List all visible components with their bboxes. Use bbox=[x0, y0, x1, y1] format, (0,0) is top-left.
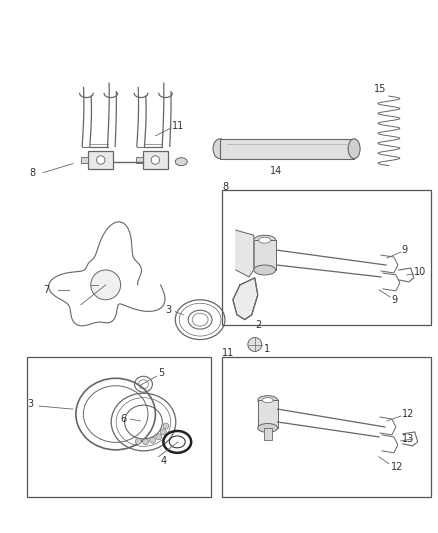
Ellipse shape bbox=[259, 237, 271, 243]
Polygon shape bbox=[233, 278, 258, 320]
Text: 8: 8 bbox=[29, 167, 35, 177]
Text: 1: 1 bbox=[264, 344, 270, 354]
Circle shape bbox=[96, 156, 105, 164]
Text: 5: 5 bbox=[159, 368, 165, 378]
Bar bbox=[254, 240, 276, 270]
Text: 14: 14 bbox=[270, 166, 282, 175]
Ellipse shape bbox=[348, 139, 360, 159]
Bar bbox=[264, 428, 272, 440]
Text: 13: 13 bbox=[402, 434, 414, 444]
Text: 11: 11 bbox=[172, 121, 184, 131]
Circle shape bbox=[248, 337, 262, 351]
Text: 7: 7 bbox=[43, 285, 49, 295]
Ellipse shape bbox=[262, 398, 273, 402]
Circle shape bbox=[151, 156, 159, 164]
Polygon shape bbox=[236, 230, 254, 277]
Text: 8: 8 bbox=[222, 182, 228, 191]
Ellipse shape bbox=[213, 139, 227, 159]
Text: 4: 4 bbox=[160, 456, 166, 466]
Circle shape bbox=[160, 429, 166, 435]
Text: 12: 12 bbox=[402, 409, 414, 419]
Circle shape bbox=[156, 434, 162, 440]
Bar bbox=[81, 157, 88, 163]
Circle shape bbox=[150, 437, 155, 443]
Text: 2: 2 bbox=[255, 320, 261, 329]
Bar bbox=[222, 358, 431, 497]
Circle shape bbox=[143, 439, 148, 445]
Circle shape bbox=[163, 423, 169, 429]
Bar bbox=[88, 151, 113, 169]
Text: 12: 12 bbox=[391, 462, 403, 472]
Ellipse shape bbox=[254, 265, 276, 275]
Ellipse shape bbox=[258, 424, 278, 432]
Text: 3: 3 bbox=[27, 399, 33, 409]
Bar bbox=[258, 400, 278, 428]
Circle shape bbox=[91, 270, 120, 300]
Text: 6: 6 bbox=[120, 414, 127, 424]
Text: 9: 9 bbox=[402, 245, 408, 255]
Bar bbox=[222, 190, 431, 325]
Ellipse shape bbox=[175, 158, 187, 166]
Bar bbox=[136, 157, 143, 163]
Text: 9: 9 bbox=[391, 295, 397, 305]
Bar bbox=[27, 358, 211, 497]
Text: 3: 3 bbox=[165, 305, 171, 314]
Bar bbox=[143, 151, 168, 169]
Ellipse shape bbox=[170, 436, 185, 448]
Ellipse shape bbox=[258, 395, 278, 405]
Ellipse shape bbox=[254, 235, 276, 245]
Circle shape bbox=[135, 438, 141, 445]
Bar bbox=[220, 139, 354, 159]
Text: 15: 15 bbox=[374, 84, 386, 94]
Text: 11: 11 bbox=[222, 349, 234, 359]
Text: 10: 10 bbox=[414, 267, 426, 277]
